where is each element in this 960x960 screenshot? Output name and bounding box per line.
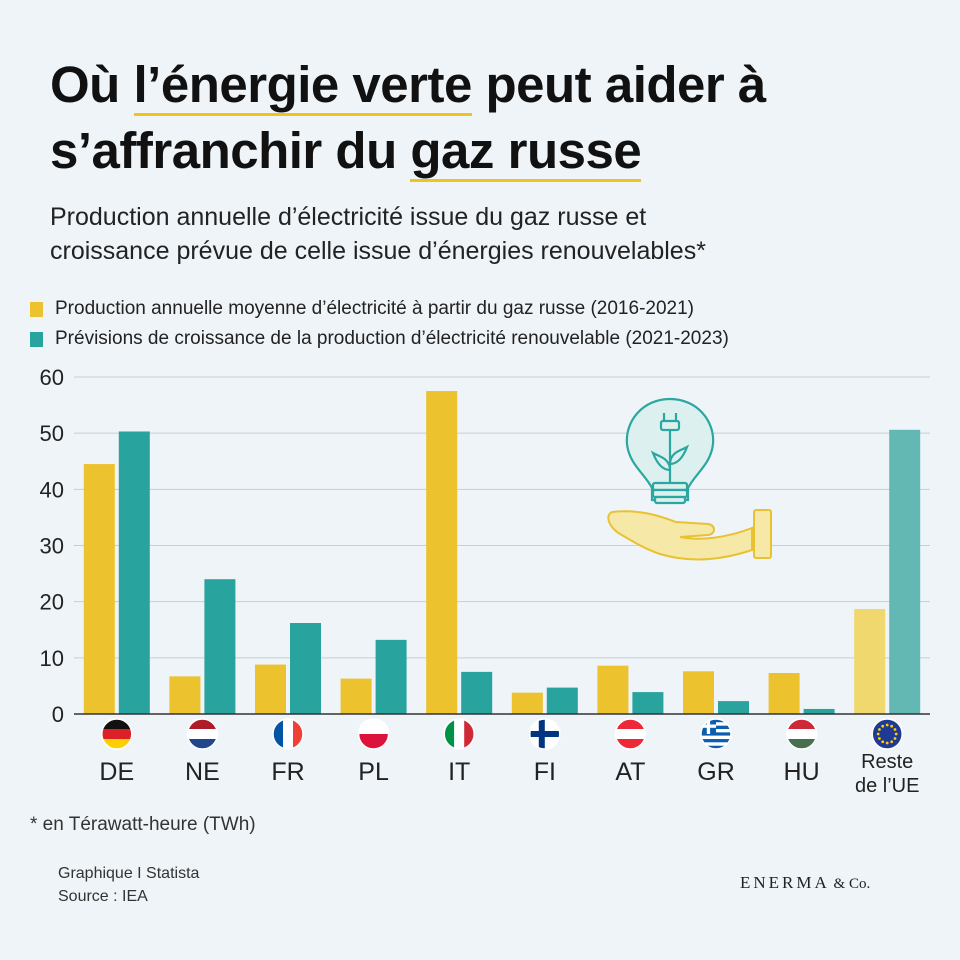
legend-label-gas: Production annuelle moyenne d’électricit…: [55, 298, 694, 319]
bar-gas-ne: [169, 676, 201, 714]
brand-name: ENERMA: [740, 873, 830, 892]
title-highlight-green-energy: l’énergie verte: [133, 56, 472, 116]
x-tick-label: FR: [271, 758, 304, 786]
bar-renewable-de: [118, 431, 150, 714]
bars: [83, 391, 921, 714]
flag-icon-at: [614, 718, 647, 750]
title-line-1: Où l’énergie verte peut aider à: [50, 52, 930, 118]
y-tick-label: 50: [40, 421, 64, 446]
flag-icon-eu: [871, 718, 903, 750]
subtitle-line-2: croissance prévue de celle issue d’énerg…: [50, 237, 706, 265]
y-tick-label: 20: [40, 590, 64, 615]
chart-subtitle: Production annuelle d’électricité issue …: [50, 200, 930, 268]
bar-renewable-pl: [375, 639, 407, 714]
bar-gas-hu: [768, 672, 800, 714]
bar-renewable-gr: [718, 701, 749, 714]
flag-icon-de: [101, 718, 133, 750]
x-tick-label: de l’UE: [855, 775, 919, 797]
bar-gas-fr: [255, 664, 286, 714]
bar-gas-at: [597, 665, 629, 714]
bar-gas-it: [426, 391, 458, 714]
bar-renewable-ne: [204, 579, 236, 714]
y-tick-label: 60: [40, 365, 64, 390]
brand-suffix: & Co.: [829, 876, 871, 892]
y-axis-ticks: 0 10 20 30 40 50 60: [40, 365, 64, 727]
grid-lines: [74, 376, 930, 659]
flag-icon-fi: [529, 718, 561, 750]
bar-renewable-fr: [290, 623, 321, 714]
lightbulb-icon: [625, 397, 715, 505]
legend-label-renewable: Prévisions de croissance de la productio…: [55, 328, 729, 349]
credits: Graphique I Statista Source : IEA: [58, 862, 199, 908]
bar-renewable-hu: [803, 708, 835, 714]
x-tick-label: FI: [534, 758, 556, 786]
legend-item-gas: Production annuelle moyenne d’électricit…: [30, 294, 729, 324]
x-tick-label: DE: [99, 758, 134, 786]
flag-icon-it: [443, 718, 475, 750]
flag-icon-ne: [186, 718, 219, 750]
title-highlight-russian-gas: gaz russe: [410, 122, 642, 182]
bar-renewable-at: [632, 692, 664, 714]
flag-icon-hu: [785, 718, 818, 750]
y-tick-label: 0: [52, 702, 64, 727]
y-tick-label: 10: [40, 646, 64, 671]
bar-gas-pl: [340, 678, 372, 714]
y-tick-label: 30: [40, 534, 64, 559]
legend-swatch-renewable: [30, 331, 43, 347]
legend-item-renewable: Prévisions de croissance de la productio…: [30, 324, 729, 354]
x-tick-label: Reste: [861, 751, 913, 773]
credit-source: Source : IEA: [58, 888, 148, 905]
bar-gas-fi: [511, 692, 543, 714]
lightbulb-hand-illustration: [607, 397, 772, 561]
subtitle-line-1: Production annuelle d’électricité issue …: [50, 203, 647, 231]
bar-renewable-it: [461, 671, 493, 714]
x-tick-label: NE: [185, 758, 220, 786]
bar-gas-rest-eu: [854, 608, 886, 714]
legend-swatch-gas: [30, 301, 43, 317]
credit-graphic: Graphique I Statista: [58, 865, 200, 882]
chart-title: Où l’énergie verte peut aider à s’affran…: [50, 52, 930, 184]
title-line-2: s’affranchir du gaz russe: [50, 118, 930, 184]
flag-icon-gr: [700, 718, 732, 750]
x-tick-label: HU: [784, 758, 820, 786]
footnote: * en Térawatt-heure (TWh): [30, 814, 256, 835]
title-text: peut aider à: [471, 56, 767, 113]
bar-renewable-rest-eu: [889, 429, 921, 714]
x-tick-label: IT: [448, 758, 470, 786]
x-tick-label: PL: [358, 758, 389, 786]
brand-logo: ENERMA & Co.: [740, 873, 870, 893]
legend: Production annuelle moyenne d’électricit…: [30, 294, 729, 354]
bar-renewable-fi: [546, 687, 578, 714]
x-tick-label: GR: [697, 758, 735, 786]
bar-gas-gr: [683, 671, 714, 714]
title-text: s’affranchir du: [50, 122, 411, 179]
flag-icon-pl: [357, 718, 390, 750]
y-tick-label: 40: [40, 477, 64, 502]
title-text: Où: [50, 56, 134, 113]
bar-gas-de: [83, 464, 115, 714]
hand-icon: [607, 509, 772, 561]
flag-icon-fr: [272, 718, 304, 750]
x-tick-label: AT: [615, 758, 645, 786]
bar-chart: 0 10 20 30 40 50 60 DE NE FR PL IT FI AT GR HU Restede …: [40, 365, 930, 797]
